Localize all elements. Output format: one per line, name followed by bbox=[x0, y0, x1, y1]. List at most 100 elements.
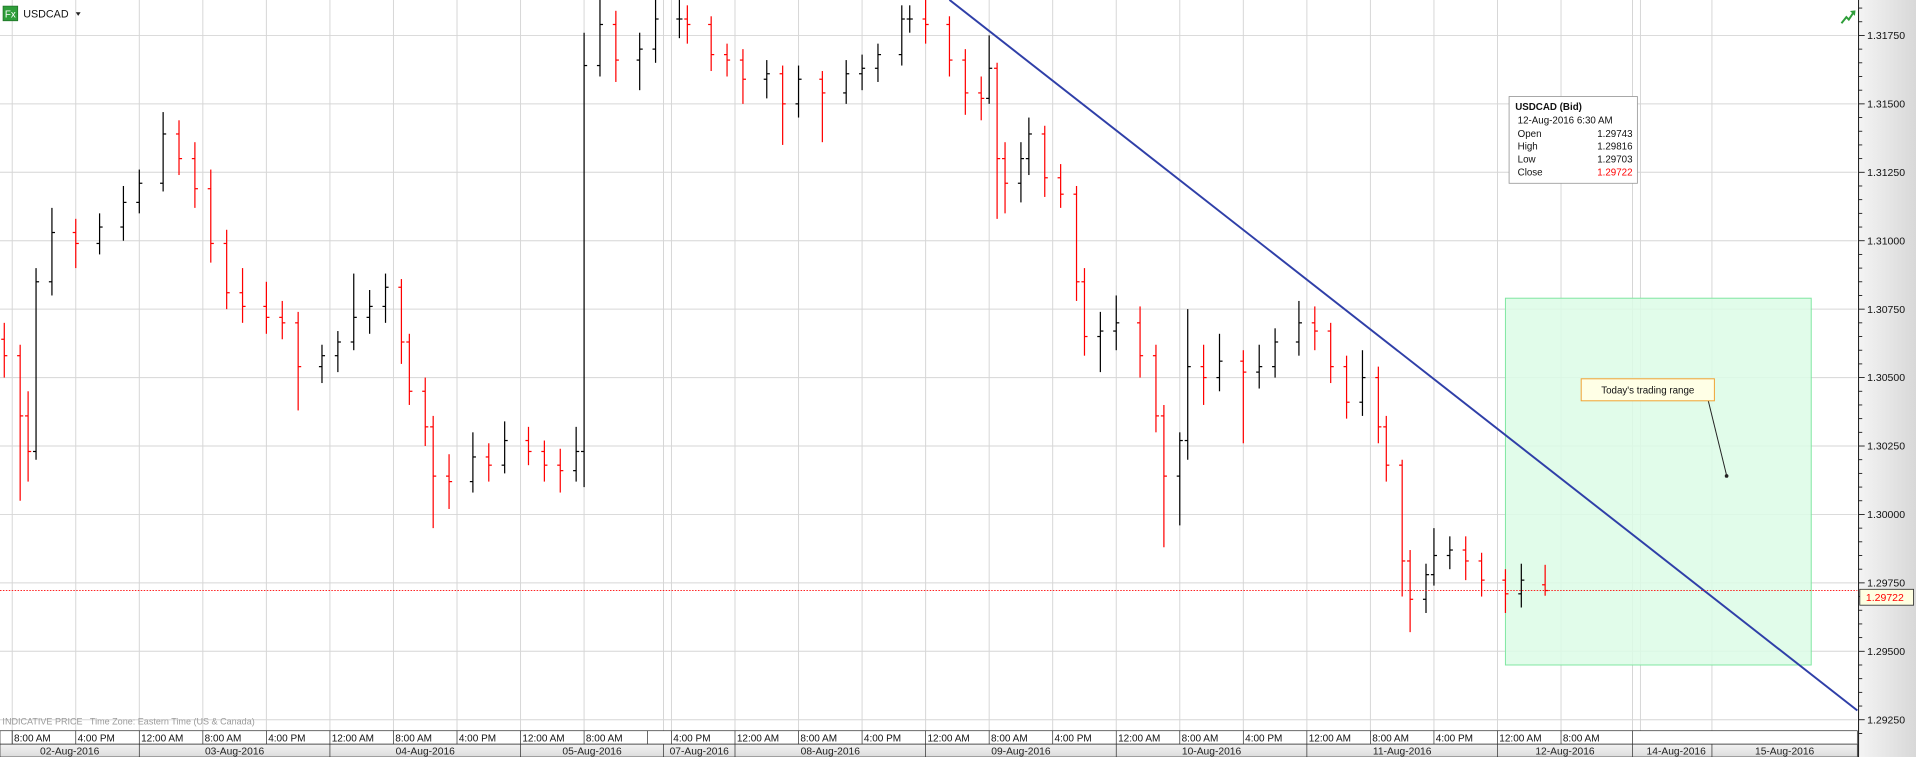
trading-range-rect bbox=[1504, 297, 1812, 666]
ohlc-bar bbox=[541, 440, 548, 482]
ohlc-bar bbox=[446, 454, 453, 509]
time-axis-label: 8:00 AM bbox=[1372, 734, 1409, 745]
ohlc-bar bbox=[1343, 355, 1350, 419]
ohlc-bar bbox=[406, 333, 413, 405]
ohlc-bar bbox=[469, 432, 476, 493]
time-axis-label: 8:00 AM bbox=[205, 734, 242, 745]
ohlc-bar bbox=[295, 311, 302, 411]
symbol-label[interactable]: USDCAD bbox=[23, 9, 69, 21]
time-axis-label: 8:00 AM bbox=[395, 734, 432, 745]
ohlc-bar bbox=[684, 5, 691, 44]
info-close-value: 1.29722 bbox=[1597, 167, 1632, 178]
current-price-tag: 1.29722 bbox=[1859, 588, 1914, 606]
ohlc-bar bbox=[263, 281, 270, 334]
time-axis-label: 12:00 AM bbox=[332, 734, 374, 745]
ohlc-bar bbox=[636, 32, 643, 91]
ohlc-bar bbox=[1041, 125, 1048, 197]
ohlc-bar bbox=[422, 377, 429, 447]
ohlc-bar bbox=[978, 76, 985, 121]
info-high-value: 1.29816 bbox=[1597, 142, 1632, 153]
caret-down-icon[interactable] bbox=[75, 12, 81, 16]
ohlc-bar bbox=[1, 322, 8, 378]
date-axis-label: 14-Aug-2016 bbox=[1647, 747, 1707, 757]
time-axis-label: 12:00 AM bbox=[737, 734, 779, 745]
ohlc-bar bbox=[1160, 404, 1167, 548]
ohlc-bar bbox=[501, 421, 508, 474]
ohlc-bar bbox=[1152, 344, 1160, 433]
ohlc-bar bbox=[1478, 552, 1485, 597]
time-axis-label: 12:00 AM bbox=[1118, 734, 1160, 745]
ohlc-bar bbox=[1176, 432, 1183, 526]
ohlc-bar bbox=[906, 5, 913, 33]
ohlc-bar bbox=[239, 268, 246, 323]
ohlc-bar bbox=[96, 213, 103, 255]
annotation-text: Today's trading range bbox=[1601, 385, 1694, 396]
ohlc-info-box: USDCAD (Bid) 12-Aug-2016 6:30 AM Open 1.… bbox=[1508, 96, 1638, 184]
ohlc-bars bbox=[1, 0, 1549, 633]
annotation-anchor-dot bbox=[1724, 474, 1729, 478]
ohlc-bar bbox=[1113, 295, 1120, 351]
ohlc-bar bbox=[160, 112, 167, 192]
time-axis-label: 8:00 AM bbox=[14, 734, 51, 745]
trading-range-annotation[interactable]: Today's trading range bbox=[1580, 378, 1729, 478]
trendline bbox=[948, 0, 1858, 712]
fx-badge-text: Fx bbox=[5, 10, 16, 21]
ohlc-bar bbox=[1073, 185, 1080, 301]
ohlc-bar bbox=[708, 16, 715, 72]
ohlc-bar bbox=[398, 279, 405, 364]
ohlc-bar bbox=[962, 49, 969, 115]
time-axis-label: 12:00 AM bbox=[927, 734, 969, 745]
info-close-label: Close bbox=[1518, 167, 1543, 178]
symbol-selector[interactable]: Fx USDCAD bbox=[2, 5, 81, 22]
price-axis-label: 1.30500 bbox=[1867, 372, 1905, 384]
ohlc-bar bbox=[1407, 550, 1414, 633]
ohlc-bar bbox=[1502, 569, 1509, 613]
ohlc-bar bbox=[763, 60, 770, 99]
date-axis-label: 07-Aug-2016 bbox=[670, 747, 730, 757]
ohlc-bar bbox=[318, 344, 326, 384]
time-axis-label: 4:00 PM bbox=[78, 734, 115, 745]
trend-up-icon[interactable] bbox=[1840, 10, 1856, 24]
ohlc-bar bbox=[350, 273, 357, 351]
ohlc-bar bbox=[723, 43, 731, 77]
ohlc-bar bbox=[334, 331, 341, 373]
price-axis-label: 1.31000 bbox=[1867, 235, 1905, 247]
ohlc-bar bbox=[874, 43, 882, 82]
trading-range-region[interactable] bbox=[1504, 297, 1812, 666]
ohlc-bar bbox=[17, 344, 24, 501]
ohlc-bar bbox=[596, 0, 604, 77]
info-high-label: High bbox=[1518, 142, 1538, 153]
ohlc-bar bbox=[843, 60, 850, 104]
ohlc-bar bbox=[986, 35, 993, 104]
info-datetime: 12-Aug-2016 6:30 AM bbox=[1518, 115, 1613, 126]
time-axis-label: 4:00 PM bbox=[1245, 734, 1282, 745]
time-axis-label: 4:00 PM bbox=[268, 734, 305, 745]
ohlc-bar bbox=[1430, 528, 1437, 586]
time-axis-label: 8:00 AM bbox=[800, 734, 837, 745]
ohlc-bar bbox=[207, 169, 214, 263]
ohlc-bar bbox=[795, 65, 802, 118]
ohlc-bar bbox=[1311, 306, 1318, 351]
ohlc-bar bbox=[1256, 344, 1263, 389]
info-open-label: Open bbox=[1518, 129, 1542, 140]
current-price-value: 1.29722 bbox=[1866, 592, 1904, 604]
ohlc-bar bbox=[32, 268, 40, 460]
ohlc-bar bbox=[1240, 350, 1247, 444]
ohlc-bar bbox=[581, 32, 588, 488]
time-axis-label: 4:00 PM bbox=[1436, 734, 1473, 745]
ohlc-bar bbox=[1081, 268, 1088, 356]
ohlc-bar bbox=[1295, 300, 1302, 356]
time-axis-labels: 8:00 AM 4:00 PM 12:00 AM 8:00 AM 4:00 PM 12:0… bbox=[11, 730, 1633, 745]
info-open-value: 1.29743 bbox=[1597, 129, 1632, 140]
price-axis-label: 1.30250 bbox=[1867, 441, 1905, 453]
ohlc-bar bbox=[525, 426, 532, 466]
price-axis[interactable] bbox=[1858, 0, 1916, 757]
time-axis-label: 8:00 AM bbox=[1182, 734, 1219, 745]
ohlc-bar bbox=[430, 415, 437, 529]
price-axis-label: 1.31250 bbox=[1867, 167, 1905, 179]
ohlc-bar bbox=[573, 426, 580, 482]
annotation-box[interactable] bbox=[1580, 378, 1715, 402]
trendline-layer[interactable] bbox=[948, 0, 1858, 712]
ohlc-bar bbox=[48, 207, 55, 296]
